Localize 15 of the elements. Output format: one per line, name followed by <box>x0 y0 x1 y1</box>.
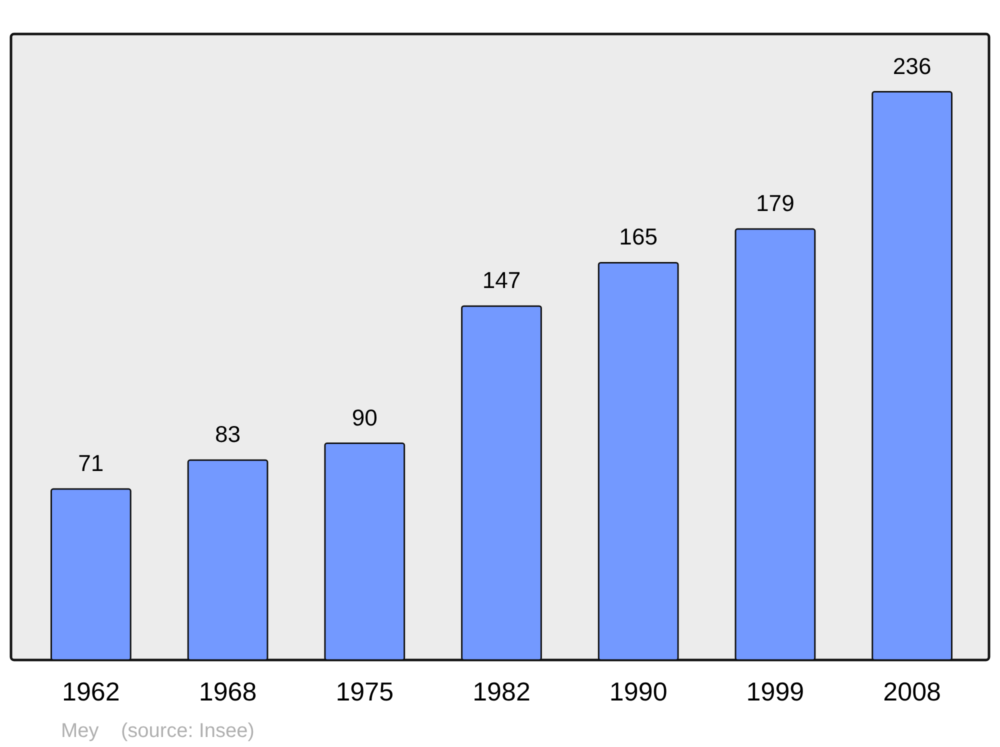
x-tick-label: 1990 <box>609 676 668 706</box>
x-tick-label: 1975 <box>336 676 394 706</box>
data-label: 236 <box>892 52 932 79</box>
data-label: 165 <box>619 224 658 250</box>
x-tick-label: 1968 <box>198 676 257 706</box>
data-label: 147 <box>482 267 521 294</box>
x-tick-label: 1962 <box>62 676 120 706</box>
data-label: 179 <box>756 190 794 216</box>
data-label: 90 <box>352 404 378 430</box>
text: Mey (source: Insee) <box>61 720 254 742</box>
data-label: 71 <box>78 450 104 476</box>
x-tick-label: 2008 <box>883 676 941 706</box>
data-label: 83 <box>214 421 241 448</box>
x-tick-label: 1982 <box>472 676 530 706</box>
x-tick-label: 1999 <box>746 676 804 706</box>
